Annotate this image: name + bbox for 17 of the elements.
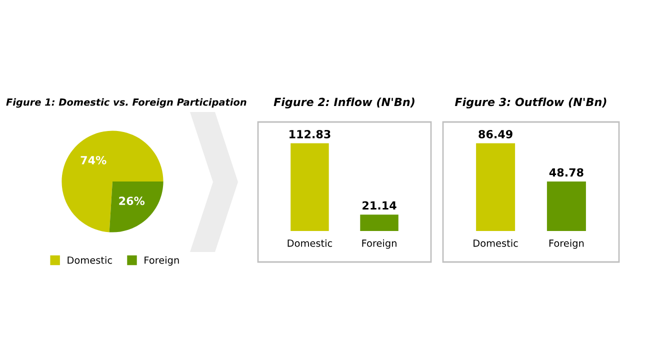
data-label: 48.78 [549, 168, 584, 177]
pie-slice [62, 130, 164, 232]
data-label: 74% [80, 156, 106, 164]
legend-label: Domestic [68, 256, 112, 264]
chart-title: Figure 1: Domestic vs. Foreign Participation [6, 98, 246, 108]
chart-title: Figure 3: Outflow (N'Bn) [454, 98, 606, 108]
data-label: 21.14 [362, 201, 396, 210]
pie-slice [109, 182, 164, 232]
x-tick-label: Foreign [362, 239, 396, 249]
chart-title: Figure 2: Inflow (N'Bn) [274, 98, 414, 108]
data-label: 26% [119, 196, 145, 206]
legend-label: Foreign [144, 256, 179, 266]
x-tick-label: Foreign [549, 239, 584, 249]
data-label: 112.83 [290, 130, 330, 138]
x-tick-label: Domestic [288, 239, 332, 247]
data-label: 86.49 [478, 130, 512, 138]
x-tick-label: Domestic [474, 239, 518, 247]
